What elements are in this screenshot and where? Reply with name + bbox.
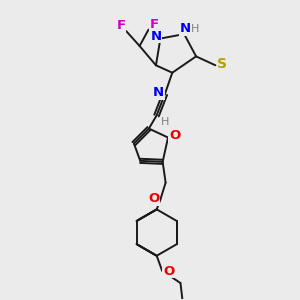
Text: H: H xyxy=(191,24,200,34)
Text: N: N xyxy=(150,30,161,43)
Text: N: N xyxy=(180,22,191,35)
Text: F: F xyxy=(116,19,125,32)
Text: S: S xyxy=(217,57,227,71)
Text: O: O xyxy=(148,192,159,205)
Text: H: H xyxy=(161,117,169,127)
Text: N: N xyxy=(153,86,164,99)
Text: F: F xyxy=(149,18,158,31)
Text: O: O xyxy=(169,129,180,142)
Text: O: O xyxy=(163,265,174,278)
